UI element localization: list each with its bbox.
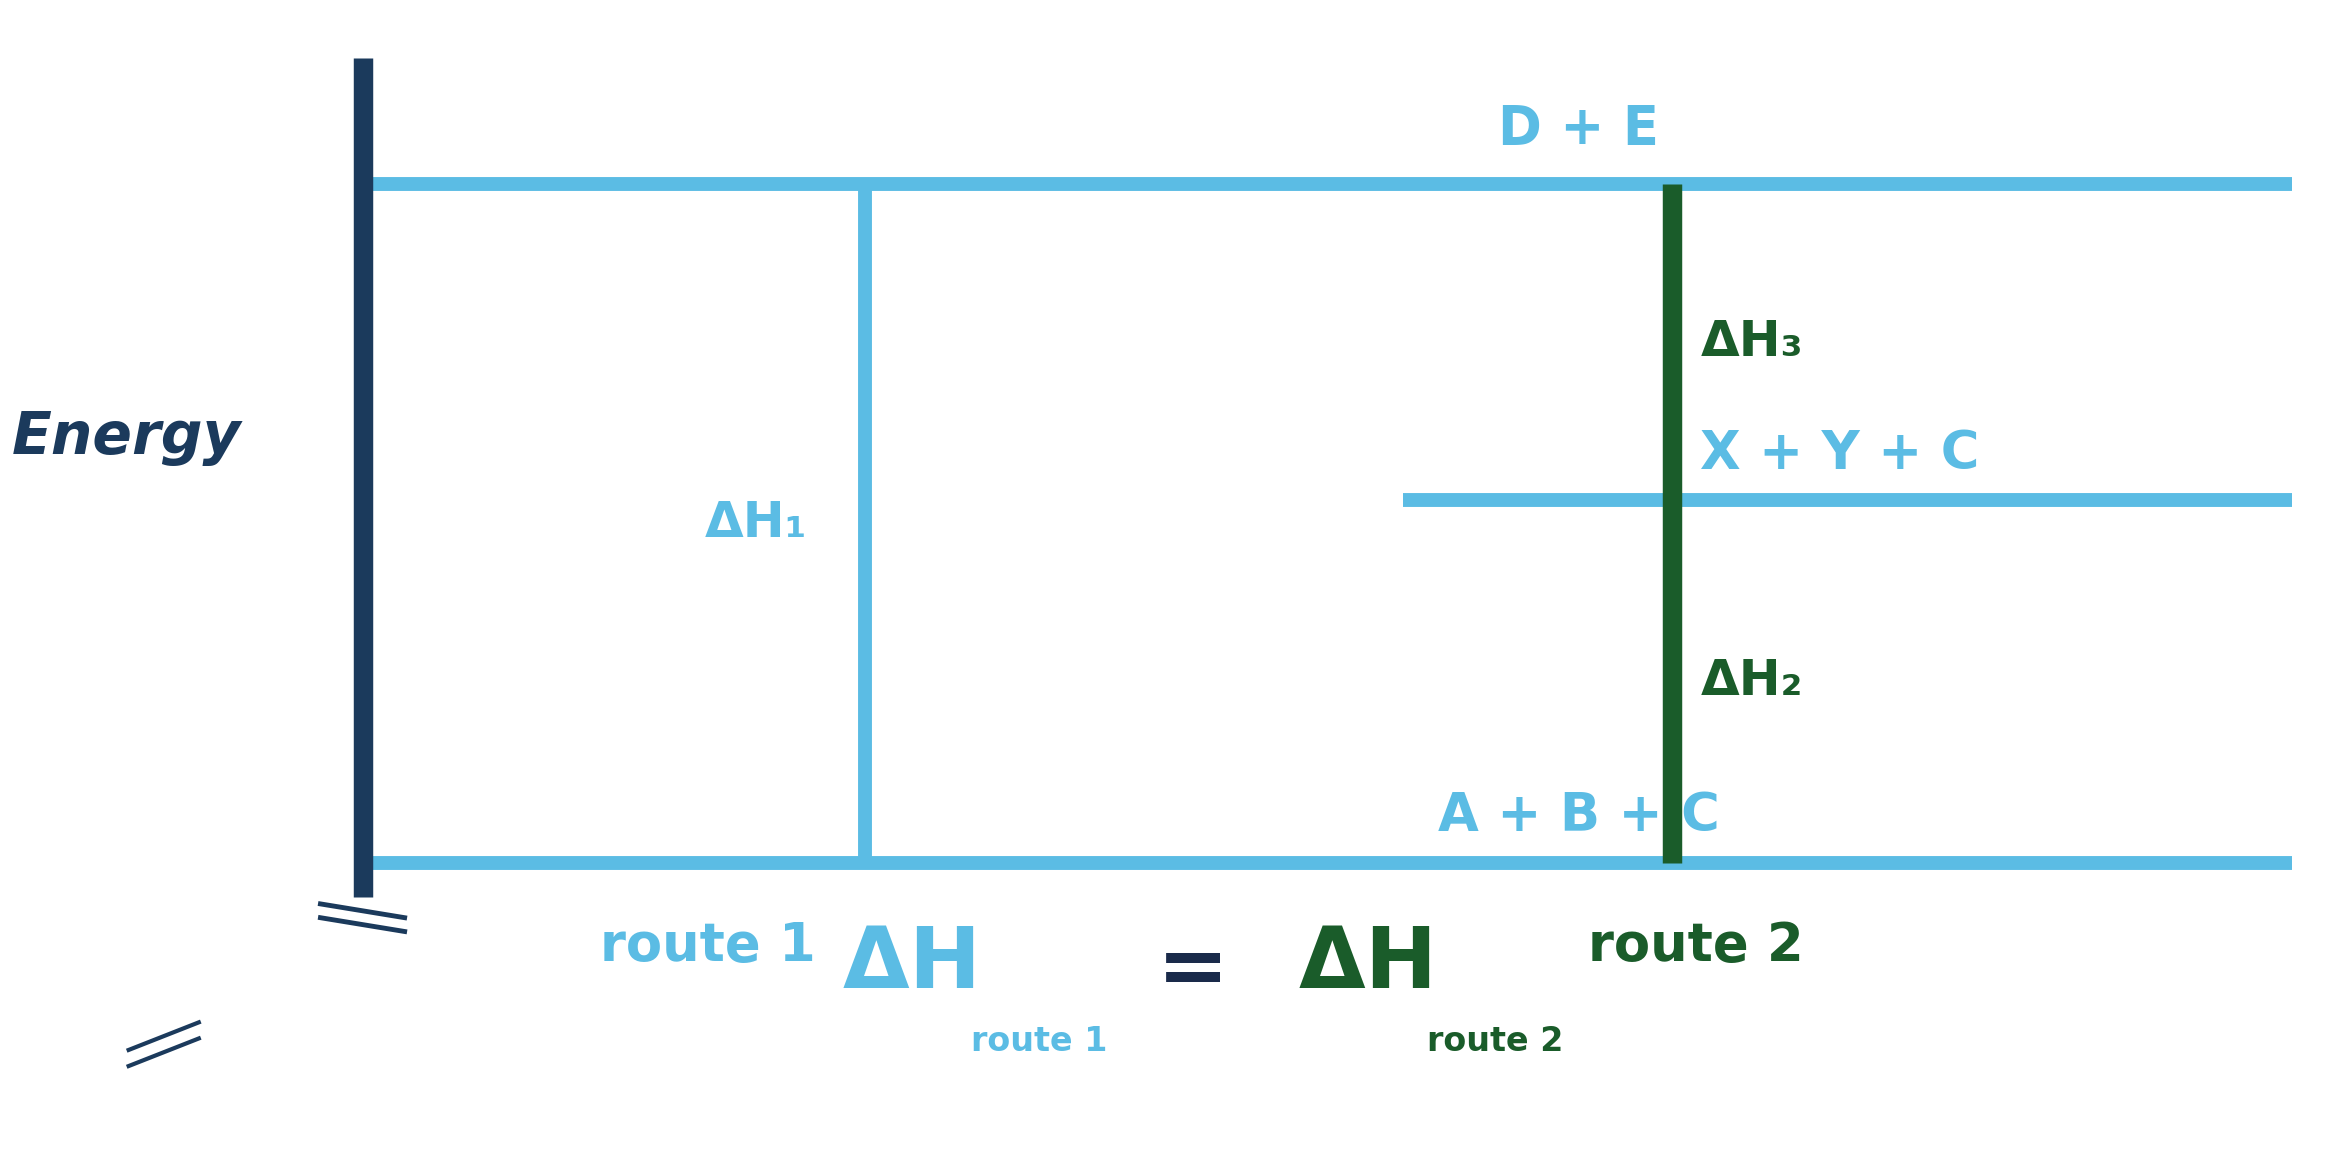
- Text: A + B + C: A + B + C: [1438, 790, 1719, 842]
- Text: X + Y + C: X + Y + C: [1700, 428, 1979, 480]
- Text: D + E: D + E: [1499, 104, 1658, 155]
- Text: =: =: [1158, 929, 1228, 1012]
- Text: Energy: Energy: [12, 408, 241, 466]
- Text: route 1: route 1: [971, 1025, 1106, 1058]
- Text: $\mathbf{\Delta}$H: $\mathbf{\Delta}$H: [842, 923, 975, 1006]
- Text: $\mathbf{\Delta}$H: $\mathbf{\Delta}$H: [1298, 923, 1431, 1006]
- Text: ΔH₂: ΔH₂: [1700, 658, 1803, 705]
- Text: route 2: route 2: [1427, 1025, 1562, 1058]
- Text: route 2: route 2: [1588, 920, 1803, 972]
- Text: ΔH₁: ΔH₁: [704, 499, 807, 547]
- Text: ΔH₃: ΔH₃: [1700, 319, 1803, 366]
- Text: route 1: route 1: [599, 920, 816, 972]
